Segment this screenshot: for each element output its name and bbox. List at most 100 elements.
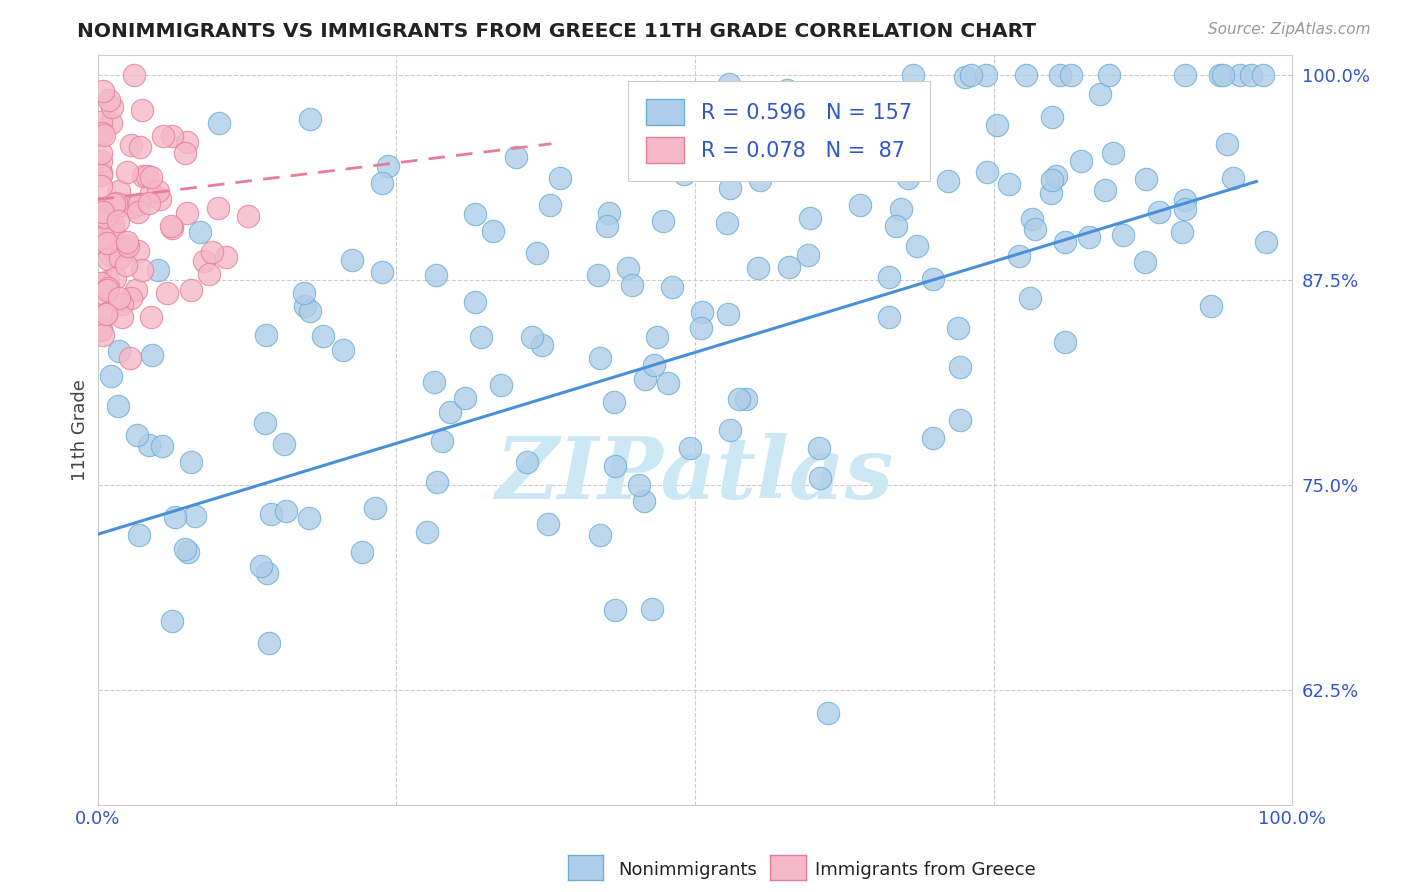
- Point: [921, 272, 943, 286]
- Point: [890, 202, 912, 216]
- Point: [1170, 225, 1192, 239]
- Point: [1049, 68, 1071, 82]
- Point: [807, 441, 830, 455]
- Text: Immigrants from Greece: Immigrants from Greece: [815, 861, 1036, 879]
- Point: [645, 85, 668, 99]
- Point: [884, 219, 907, 234]
- Point: [416, 524, 439, 539]
- Point: [1135, 171, 1157, 186]
- Point: [505, 150, 527, 164]
- Point: [260, 507, 283, 521]
- Point: [1015, 68, 1038, 82]
- Point: [817, 706, 839, 720]
- Point: [90, 322, 112, 336]
- Point: [135, 169, 157, 183]
- Point: [141, 348, 163, 362]
- Point: [115, 164, 138, 178]
- Point: [104, 270, 127, 285]
- Point: [470, 330, 492, 344]
- Point: [778, 260, 800, 274]
- Point: [208, 116, 231, 130]
- Text: NONIMMIGRANTS VS IMMIGRANTS FROM GREECE 11TH GRADE CORRELATION CHART: NONIMMIGRANTS VS IMMIGRANTS FROM GREECE …: [77, 22, 1036, 41]
- Point: [120, 138, 142, 153]
- Point: [728, 392, 751, 406]
- Point: [129, 140, 152, 154]
- Point: [107, 400, 129, 414]
- Point: [689, 321, 711, 335]
- Point: [160, 129, 183, 144]
- Point: [432, 434, 454, 448]
- Point: [97, 252, 120, 266]
- Point: [482, 224, 505, 238]
- Point: [536, 516, 558, 531]
- Point: [188, 225, 211, 239]
- Point: [91, 205, 114, 219]
- Point: [974, 68, 997, 82]
- Point: [236, 210, 259, 224]
- Point: [125, 284, 148, 298]
- Point: [97, 274, 120, 288]
- Point: [91, 211, 114, 225]
- Point: [877, 310, 900, 324]
- Point: [1199, 299, 1222, 313]
- Point: [1040, 110, 1063, 124]
- Legend: R = 0.596   N = 157, R = 0.078   N =  87: R = 0.596 N = 157, R = 0.078 N = 87: [627, 80, 931, 181]
- Point: [253, 416, 276, 430]
- Point: [256, 566, 278, 581]
- Point: [184, 508, 207, 523]
- Point: [96, 284, 118, 298]
- Point: [531, 337, 554, 351]
- Point: [464, 207, 486, 221]
- Point: [905, 239, 928, 253]
- Point: [90, 145, 112, 160]
- Point: [215, 250, 238, 264]
- Point: [605, 603, 627, 617]
- Point: [298, 112, 321, 127]
- Point: [1222, 171, 1244, 186]
- Point: [128, 528, 150, 542]
- Point: [139, 169, 162, 184]
- Point: [548, 170, 571, 185]
- Point: [111, 310, 134, 324]
- Point: [690, 304, 713, 318]
- Point: [110, 198, 132, 212]
- Point: [776, 83, 799, 97]
- Point: [1174, 202, 1197, 216]
- Point: [645, 330, 668, 344]
- Point: [332, 343, 354, 358]
- Point: [176, 135, 198, 149]
- Point: [1174, 194, 1197, 208]
- Point: [735, 392, 758, 406]
- Point: [1021, 211, 1043, 226]
- Point: [138, 195, 160, 210]
- Point: [139, 310, 162, 324]
- Point: [679, 441, 702, 455]
- Point: [877, 269, 900, 284]
- Point: [876, 151, 898, 165]
- Point: [1216, 136, 1239, 151]
- Point: [128, 197, 150, 211]
- Point: [425, 268, 447, 282]
- Point: [662, 117, 685, 131]
- Point: [1174, 68, 1197, 82]
- Point: [156, 286, 179, 301]
- Point: [100, 100, 122, 114]
- Point: [747, 261, 769, 276]
- Point: [350, 545, 373, 559]
- Point: [603, 459, 626, 474]
- Point: [526, 246, 548, 260]
- Point: [94, 307, 117, 321]
- Text: Nonimmigrants: Nonimmigrants: [619, 861, 758, 879]
- Point: [738, 97, 761, 112]
- Point: [193, 254, 215, 268]
- Point: [138, 437, 160, 451]
- Point: [297, 510, 319, 524]
- Point: [634, 372, 657, 386]
- Point: [1007, 249, 1029, 263]
- Point: [651, 214, 673, 228]
- Point: [1078, 230, 1101, 244]
- Point: [276, 503, 298, 517]
- Point: [538, 198, 561, 212]
- Point: [90, 154, 112, 169]
- Point: [90, 179, 112, 194]
